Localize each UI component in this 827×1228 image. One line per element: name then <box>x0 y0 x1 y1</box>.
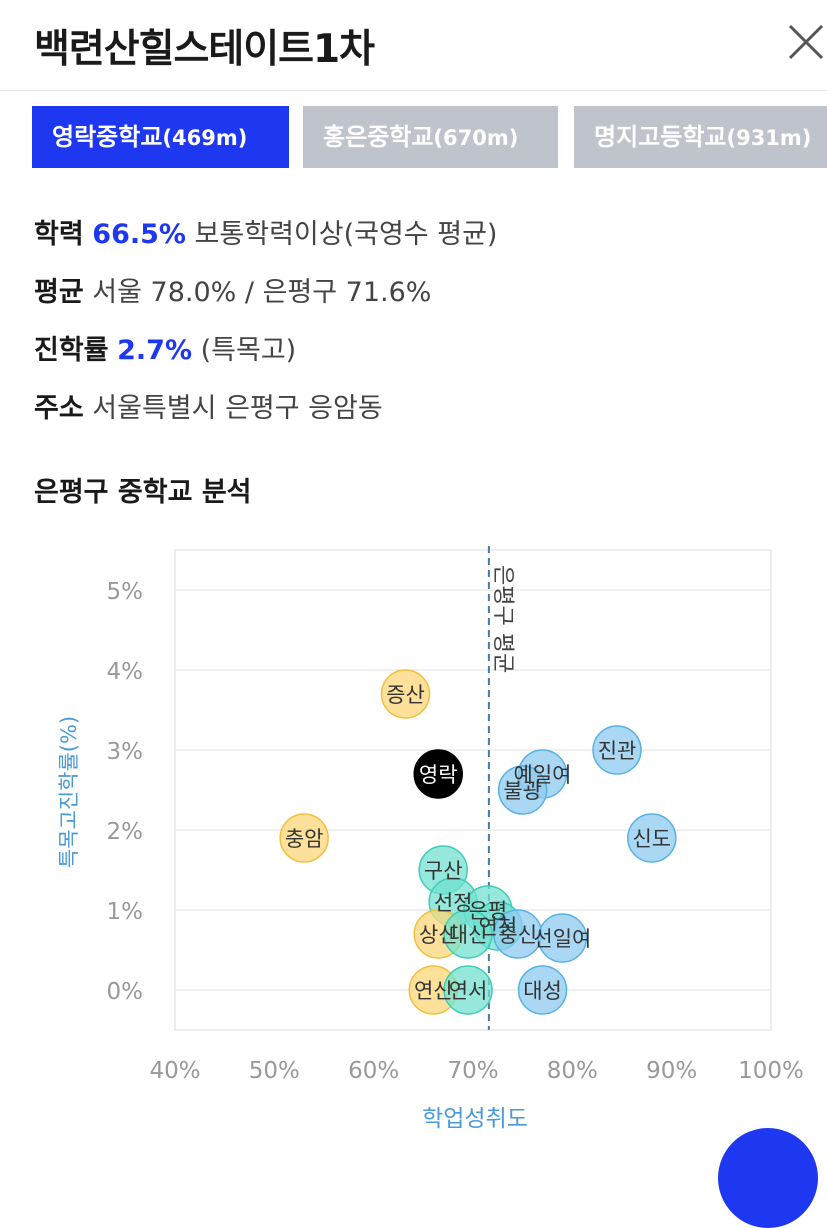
y-tick-label: 2% <box>107 819 144 845</box>
advancement-label: 진학률 <box>34 335 109 366</box>
address-row: 주소 서울특별시 은평구 응암동 <box>34 386 383 425</box>
school-point-label: 증산 <box>386 683 425 707</box>
school-point <box>592 725 642 775</box>
average-row: 평균 서울 78.0% / 은평구 71.6% <box>34 270 431 309</box>
school-point <box>443 965 493 1015</box>
tab-school-1[interactable]: 홍은중학교(670m) <box>303 106 558 168</box>
school-point-label: 연신 <box>414 979 453 1003</box>
school-point-label: 대성 <box>523 979 562 1003</box>
address-value: 서울특별시 은평구 응암동 <box>92 393 383 424</box>
school-point-label: 진관 <box>598 739 637 763</box>
close-button[interactable] <box>784 20 827 64</box>
average-line-label: 은평구 평균 <box>490 565 515 673</box>
page-title: 백련산힐스테이트1차 <box>34 27 375 72</box>
achievement-label: 학력 <box>34 219 84 250</box>
school-point-label: 연천 <box>479 915 518 939</box>
tab-school-0[interactable]: 영락중학교(469m) <box>32 106 289 168</box>
section-title: 은평구 중학교 분석 <box>34 477 252 508</box>
school-point-label: 은평 <box>469 899 508 923</box>
school-point-label: 구산 <box>424 859 463 883</box>
y-tick-label: 3% <box>107 739 144 765</box>
advancement-row: 진학률 2.7% (특목고) <box>34 328 296 367</box>
school-point <box>380 669 431 719</box>
tab-school-name: 영락중학교 <box>52 123 163 151</box>
y-tick-label: 5% <box>107 579 144 605</box>
tab-school-name: 홍은중학교 <box>323 123 434 151</box>
school-point-label: 영락 <box>419 763 458 787</box>
address-label: 주소 <box>34 393 84 424</box>
school-tabs: 영락중학교(469m) 홍은중학교(670m) 명지고등학교(931m) <box>32 106 827 168</box>
school-point-label: 충신 <box>498 923 537 947</box>
school-point <box>413 749 463 799</box>
x-tick-label: 90% <box>646 1058 697 1084</box>
tab-school-distance: (931m) <box>726 126 812 150</box>
average-value: 서울 78.0% / 은평구 71.6% <box>92 277 432 308</box>
tab-school-2[interactable]: 명지고등학교(931m) <box>574 106 827 168</box>
school-point-label: 상신 <box>419 923 458 947</box>
x-tick-label: 40% <box>149 1058 200 1084</box>
achievement-row: 학력 66.5% 보통학력이상(국영수 평균) <box>34 212 497 251</box>
school-point-label: 대신 <box>449 923 488 947</box>
x-tick-label: 100% <box>738 1058 804 1084</box>
school-point <box>279 813 329 863</box>
tab-school-name: 명지고등학교 <box>594 123 727 151</box>
plot-area <box>174 549 772 1031</box>
school-point <box>443 909 493 959</box>
x-axis-label: 학업성취도 <box>422 1106 528 1132</box>
school-point-label: 선정 <box>434 891 473 915</box>
y-tick-label: 0% <box>107 979 144 1005</box>
achievement-value: 66.5% <box>92 219 186 250</box>
header: 백련산힐스테이트1차 <box>0 0 827 91</box>
school-point-label: 신도 <box>632 827 671 851</box>
school-point-label: 선일여 <box>533 927 591 951</box>
floating-action-button[interactable] <box>718 1128 818 1228</box>
school-point-label: 불광 <box>503 779 542 803</box>
x-tick-label: 60% <box>348 1058 399 1084</box>
school-point-label: 예일여 <box>514 763 572 787</box>
school-point <box>497 765 548 815</box>
advancement-value: 2.7% <box>117 335 193 366</box>
school-point-label: 충암 <box>285 827 324 851</box>
achievement-desc: 보통학력이상(국영수 평균) <box>194 219 498 250</box>
y-tick-label: 4% <box>107 659 144 685</box>
average-label: 평균 <box>34 277 84 308</box>
close-icon <box>788 24 824 60</box>
x-tick-label: 70% <box>447 1058 498 1084</box>
scatter-chart: 0% 1% 2% 3% 4% 5% 40% 50% 60% 70% 80% 90% 100% 학업성취도 특… <box>57 546 804 1132</box>
school-point <box>537 913 588 963</box>
tab-school-distance: (670m) <box>433 126 519 150</box>
school-point-label: 연서 <box>449 979 488 1003</box>
x-tick-label: 50% <box>249 1058 300 1084</box>
x-tick-label: 80% <box>547 1058 598 1084</box>
advancement-desc: (특목고) <box>200 335 297 366</box>
school-point <box>517 965 568 1015</box>
y-tick-label: 1% <box>107 899 144 925</box>
y-axis-label: 특목고진학률(%) <box>57 716 81 868</box>
tab-school-distance: (469m) <box>162 126 248 150</box>
school-point <box>627 813 677 863</box>
